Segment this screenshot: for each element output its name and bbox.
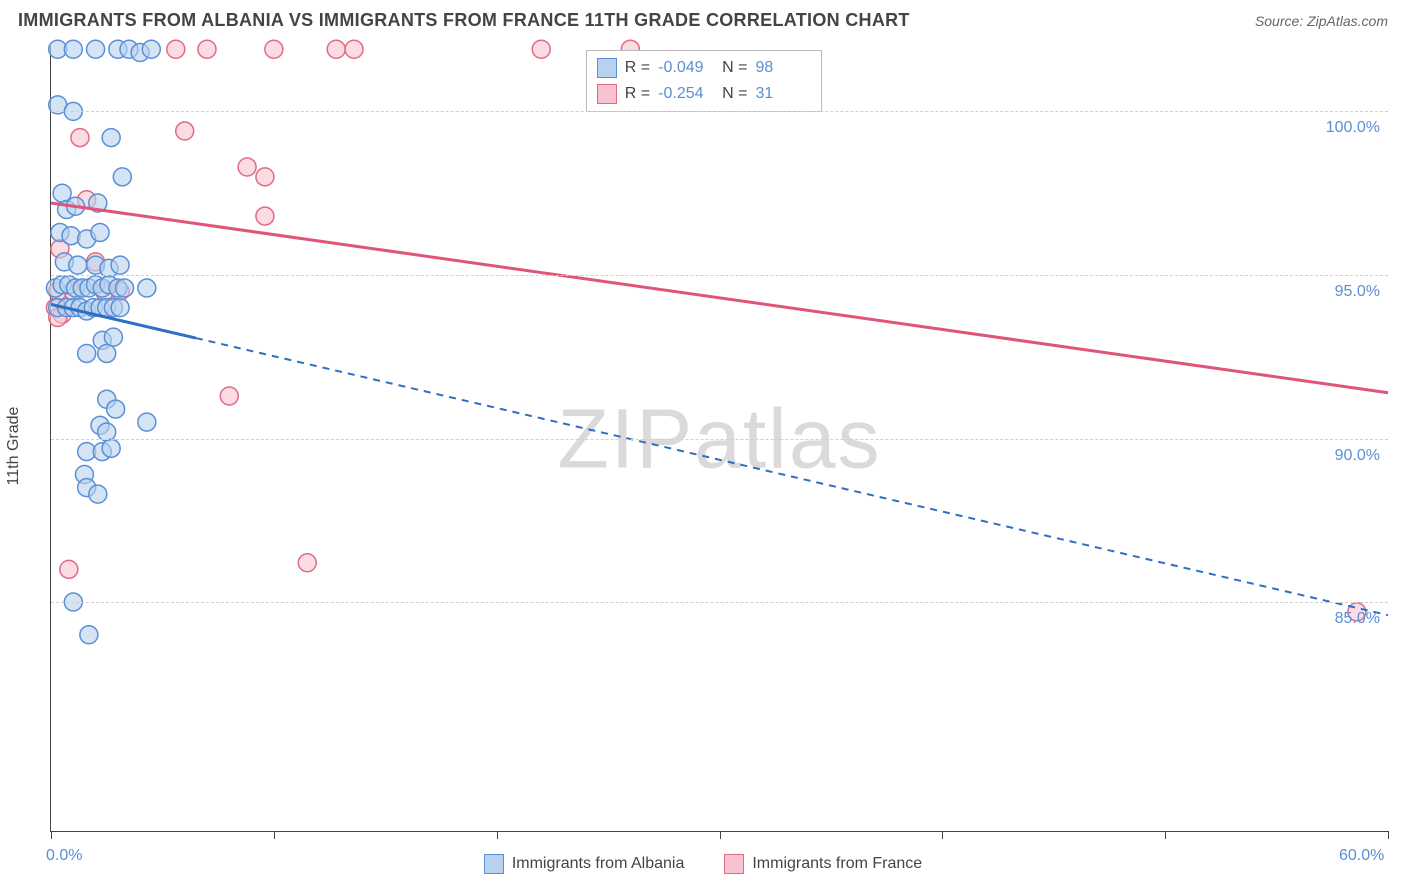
data-point bbox=[53, 184, 71, 202]
x-tick bbox=[1165, 831, 1166, 839]
correlation-legend: R = -0.049 N = 98 R = -0.254 N = 31 bbox=[586, 50, 823, 112]
legend-label: Immigrants from Albania bbox=[512, 855, 685, 873]
data-point bbox=[256, 207, 274, 225]
data-point bbox=[238, 158, 256, 176]
data-point bbox=[113, 168, 131, 186]
data-point bbox=[176, 122, 194, 140]
data-point bbox=[298, 554, 316, 572]
r-label: R = bbox=[625, 85, 650, 103]
data-point bbox=[89, 485, 107, 503]
data-point bbox=[78, 344, 96, 362]
data-point bbox=[62, 227, 80, 245]
data-point bbox=[102, 439, 120, 457]
x-tick bbox=[497, 831, 498, 839]
n-label: N = bbox=[722, 59, 747, 77]
r-label: R = bbox=[625, 59, 650, 77]
legend-swatch bbox=[724, 854, 744, 874]
data-point bbox=[87, 40, 105, 58]
data-point bbox=[116, 279, 134, 297]
data-point bbox=[60, 560, 78, 578]
scatter-chart: ZIPatlas R =-0.049N =98R =-0.254N =31 85… bbox=[50, 46, 1388, 832]
x-tick bbox=[274, 831, 275, 839]
data-point bbox=[98, 344, 116, 362]
data-point bbox=[111, 299, 129, 317]
data-point bbox=[80, 626, 98, 644]
data-point bbox=[138, 413, 156, 431]
legend-row: R = -0.049 N = 98 bbox=[597, 55, 812, 81]
y-tick-label: 100.0% bbox=[1326, 119, 1380, 137]
legend-row: R = -0.254 N = 31 bbox=[597, 81, 812, 107]
x-tick bbox=[720, 831, 721, 839]
legend-item: Immigrants from Albania bbox=[484, 854, 685, 874]
grid-line bbox=[51, 439, 1388, 440]
n-value: 98 bbox=[755, 59, 811, 77]
data-point bbox=[111, 256, 129, 274]
data-point bbox=[102, 129, 120, 147]
r-value: -0.254 bbox=[658, 85, 714, 103]
y-axis-label: 11th Grade bbox=[5, 407, 23, 486]
data-point bbox=[198, 40, 216, 58]
data-point bbox=[71, 129, 89, 147]
legend-swatch bbox=[597, 84, 617, 104]
trend-line bbox=[196, 338, 1388, 615]
chart-title: IMMIGRANTS FROM ALBANIA VS IMMIGRANTS FR… bbox=[18, 10, 910, 31]
y-tick-label: 90.0% bbox=[1335, 447, 1380, 465]
data-point bbox=[138, 279, 156, 297]
data-point bbox=[104, 328, 122, 346]
legend-swatch bbox=[597, 58, 617, 78]
legend-label: Immigrants from France bbox=[752, 855, 922, 873]
r-value: -0.049 bbox=[658, 59, 714, 77]
n-value: 31 bbox=[755, 85, 811, 103]
x-tick bbox=[1388, 831, 1389, 839]
grid-line bbox=[51, 111, 1388, 112]
y-tick-label: 85.0% bbox=[1335, 610, 1380, 628]
x-tick bbox=[51, 831, 52, 839]
n-label: N = bbox=[722, 85, 747, 103]
grid-line bbox=[51, 602, 1388, 603]
data-point bbox=[265, 40, 283, 58]
data-point bbox=[220, 387, 238, 405]
source-attribution: Source: ZipAtlas.com bbox=[1255, 13, 1388, 29]
data-point bbox=[345, 40, 363, 58]
trend-line bbox=[51, 203, 1388, 393]
data-point bbox=[532, 40, 550, 58]
grid-line bbox=[51, 275, 1388, 276]
legend-item: Immigrants from France bbox=[724, 854, 922, 874]
data-point bbox=[327, 40, 345, 58]
series-legend: Immigrants from Albania Immigrants from F… bbox=[0, 854, 1406, 874]
data-point bbox=[64, 40, 82, 58]
data-point bbox=[69, 256, 87, 274]
data-point bbox=[107, 400, 125, 418]
data-point bbox=[167, 40, 185, 58]
data-point bbox=[91, 223, 109, 241]
data-point bbox=[256, 168, 274, 186]
x-tick bbox=[942, 831, 943, 839]
data-point bbox=[142, 40, 160, 58]
y-tick-label: 95.0% bbox=[1335, 283, 1380, 301]
legend-swatch bbox=[484, 854, 504, 874]
